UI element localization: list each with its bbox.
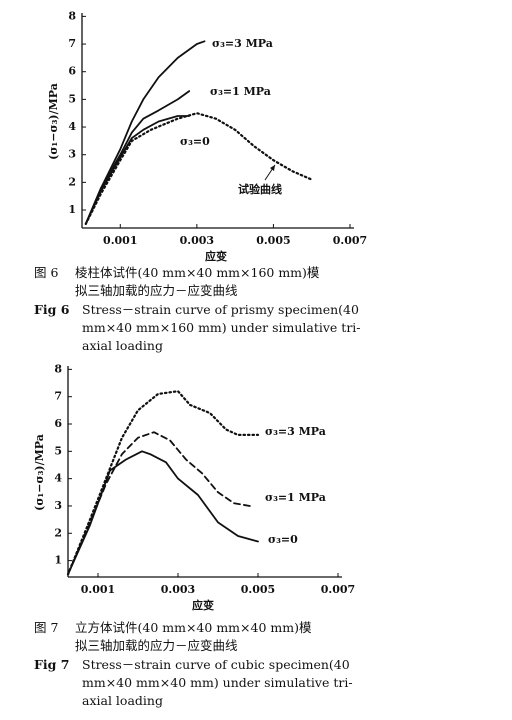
y-tick-label: 5 — [54, 444, 62, 457]
caption-label: Fig 7 — [34, 657, 70, 672]
y-tick-label: 5 — [68, 92, 76, 105]
x-tick-label: 0.005 — [256, 234, 290, 247]
y-tick-label: 6 — [68, 65, 76, 78]
caption-label: 图 6 — [34, 265, 59, 280]
x-tick-label: 0.001 — [103, 234, 137, 247]
y-tick-label: 2 — [68, 175, 76, 188]
series-label: σ₃=1 MPa — [265, 491, 326, 504]
y-tick-label: 6 — [54, 417, 62, 430]
y-tick-label: 7 — [68, 37, 76, 50]
series-label: σ₃=3 MPa — [265, 425, 326, 438]
data-line — [84, 90, 191, 225]
data-line — [67, 450, 259, 576]
y-axis-label: (σ₁−σ₃)/MPa — [33, 434, 46, 511]
caption-line: 立方体试件(40 mm×40 mm×40 mm)模 — [75, 620, 312, 635]
x-tick-label: 0.007 — [333, 234, 367, 247]
x-axis-label: 应变 — [205, 249, 227, 263]
y-tick-label: 1 — [68, 203, 76, 216]
series-label: 试验曲线 — [238, 182, 282, 196]
y-axis-label: (σ₁−σ₃)/MPa — [47, 83, 60, 160]
y-tick-label: 1 — [54, 554, 62, 567]
x-tick-label: 0.005 — [241, 583, 275, 596]
y-tick-label: 8 — [54, 362, 62, 375]
x-tick-label: 0.007 — [321, 583, 355, 596]
y-tick-label: 7 — [54, 390, 62, 403]
caption-label: Fig 6 — [34, 302, 70, 317]
data-line — [84, 40, 206, 225]
y-tick-label: 4 — [54, 472, 62, 485]
series-label: σ₃=3 MPa — [212, 37, 273, 50]
y-tick-label: 2 — [54, 526, 62, 539]
caption-line: axial loading — [82, 338, 163, 353]
caption-line: Stress－strain curve of prismy specimen(4… — [82, 302, 359, 317]
caption-line: 拟三轴加载的应力－应变曲线 — [75, 283, 238, 298]
x-axis-label: 应变 — [192, 598, 214, 612]
y-tick-label: 4 — [68, 120, 76, 133]
caption-line: axial loading — [82, 693, 163, 708]
caption-line: 拟三轴加载的应力－应变曲线 — [75, 638, 238, 653]
caption-fig6: 图 6 棱柱体试件(40 mm×40 mm×160 mm)模 拟三轴加载的应力－… — [0, 264, 512, 364]
data-line — [66, 390, 260, 576]
caption-line: mm×40 mm×160 mm) under simulative tri- — [82, 320, 361, 335]
series-label: σ₃=0 — [180, 135, 210, 148]
x-tick-label: 0.003 — [161, 583, 195, 596]
series-label: σ₃=0 — [268, 533, 298, 546]
caption-fig7: 图 7 立方体试件(40 mm×40 mm×40 mm)模 拟三轴加载的应力－应… — [0, 619, 512, 719]
series-label: σ₃=1 MPa — [210, 85, 271, 98]
caption-label: 图 7 — [34, 620, 59, 635]
y-tick-label: 3 — [54, 499, 62, 512]
caption-line: 棱柱体试件(40 mm×40 mm×160 mm)模 — [75, 265, 320, 280]
y-tick-label: 3 — [68, 148, 76, 161]
caption-line: mm×40 mm×40 mm) under simulative tri- — [82, 675, 353, 690]
caption-line: Stress－strain curve of cubic specimen(40 — [82, 657, 350, 672]
data-line — [84, 115, 191, 225]
y-tick-label: 8 — [68, 9, 76, 22]
x-tick-label: 0.003 — [180, 234, 214, 247]
arrow-head — [270, 165, 275, 171]
data-line — [84, 112, 313, 225]
x-tick-label: 0.001 — [81, 583, 115, 596]
